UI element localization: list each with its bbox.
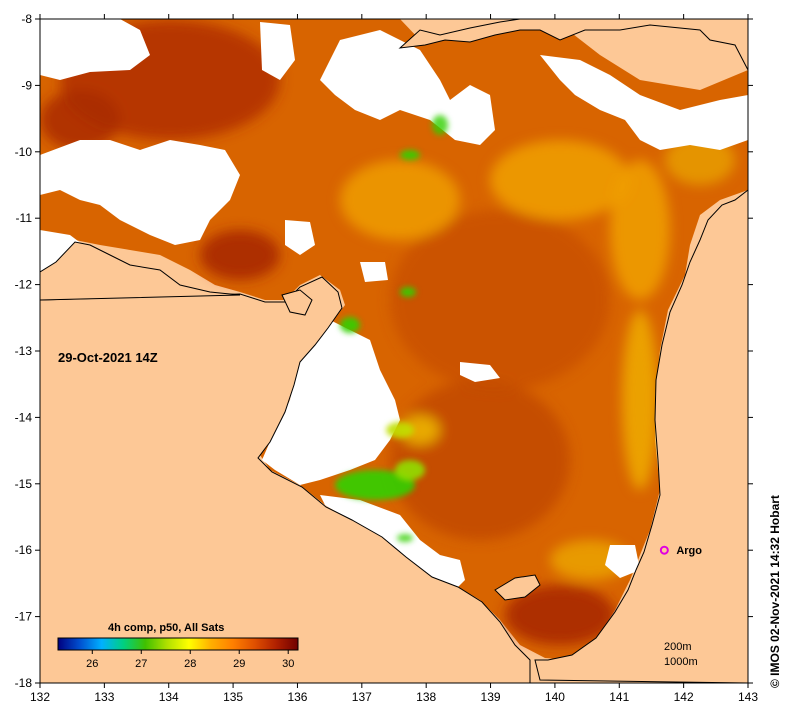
cloud-cover	[40, 19, 748, 590]
lat-tick-label: -12	[15, 278, 33, 292]
lat-tick-label: -13	[15, 344, 33, 358]
gulf-south-coast	[40, 276, 531, 683]
date-label: 29-Oct-2021 14Z	[58, 350, 158, 365]
colorbar-ticks: 26 27 28 29 30	[86, 650, 294, 670]
colorbar: 4h comp, p50, All Sats 26 27 28 29 30	[57, 622, 299, 670]
arnhem-north	[40, 241, 241, 301]
axis-ticks: 132 133 134 135 136 137 138 139 140 141 142 143 -8 -9…	[15, 12, 759, 704]
colorbar-tick-label: 30	[282, 658, 294, 670]
sst-texture	[40, 20, 735, 645]
lon-tick-label: 141	[609, 690, 629, 704]
argo-marker: Argo	[659, 545, 702, 557]
lat-tick-label: -11	[16, 211, 33, 225]
lat-tick-label: -8	[21, 12, 32, 26]
lon-tick-label: 135	[223, 690, 243, 704]
lat-tick-label: -17	[15, 610, 33, 624]
lat-tick-label: -9	[21, 78, 32, 92]
lon-tick-label: 140	[545, 690, 565, 704]
mornington-island	[494, 574, 541, 601]
lon-tick-label: 139	[481, 690, 501, 704]
groote-eylandt	[281, 289, 313, 316]
colorbar-tick-label: 28	[184, 658, 196, 670]
lon-tick-label: 138	[416, 690, 436, 704]
lat-tick-label: -14	[15, 410, 33, 424]
scale-label-200m: 200m	[664, 641, 692, 653]
plot-area: Argo 29-Oct-2021 14Z 4h comp, p50, All S…	[40, 19, 748, 683]
credit-text: © IMOS 02-Nov-2021 14:32 Hobart	[768, 495, 782, 688]
lon-tick-label: 132	[30, 690, 50, 704]
cool-sst-patches	[335, 115, 448, 542]
lat-tick-label: -16	[15, 543, 33, 557]
lon-tick-label: 136	[287, 690, 307, 704]
argo-label: Argo	[676, 545, 702, 557]
lat-tick-label: -15	[15, 477, 33, 491]
lon-tick-label: 143	[738, 690, 758, 704]
lon-tick-label: 134	[159, 690, 179, 704]
cape-york-coast	[398, 19, 748, 71]
colorbar-title: 4h comp, p50, All Sats	[108, 622, 224, 634]
colorbar-bar	[57, 637, 299, 651]
argo-float-icon	[659, 545, 669, 555]
coastline	[40, 19, 748, 683]
colorbar-tick-label: 27	[135, 658, 147, 670]
colorbar-tick-label: 29	[233, 658, 245, 670]
scale-label-1000m: 1000m	[664, 656, 698, 668]
lat-tick-label: -10	[15, 145, 33, 159]
cape-york-east	[534, 189, 748, 683]
colorbar-tick-label: 26	[86, 658, 98, 670]
depth-scale: 200m 1000m	[664, 641, 698, 668]
lon-tick-label: 137	[352, 690, 372, 704]
lon-tick-label: 142	[674, 690, 694, 704]
lat-tick-label: -18	[15, 676, 33, 690]
lon-tick-label: 133	[94, 690, 114, 704]
